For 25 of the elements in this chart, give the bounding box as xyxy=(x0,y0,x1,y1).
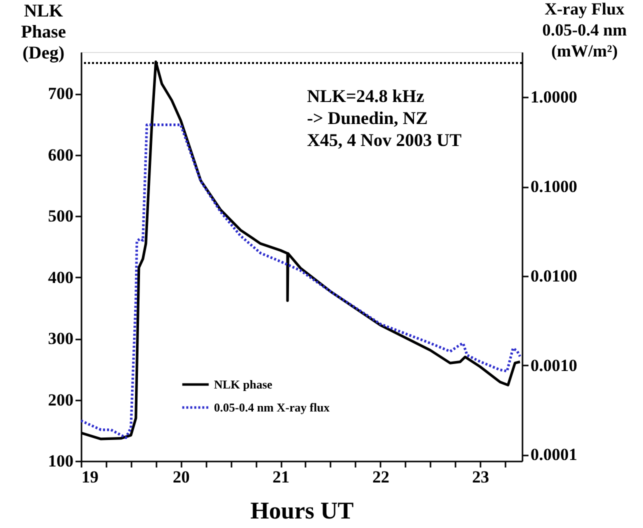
legend-label: 0.05-0.4 nm X-ray flux xyxy=(214,400,330,414)
y2-tick-label: 0.0001 xyxy=(530,445,578,464)
x-tick-label: 22 xyxy=(372,468,390,486)
y-tick-label: 200 xyxy=(48,390,74,410)
x-axis-title: Hours UT xyxy=(250,498,354,524)
y-axis-title: NLK Phase (Deg) xyxy=(21,0,66,62)
y-tick-label: 400 xyxy=(48,268,74,287)
annotation: NLK=24.8 kHz xyxy=(307,86,424,106)
y-tick-label: 300 xyxy=(48,329,74,348)
x-tick-label: 23 xyxy=(472,468,490,486)
x-tick-label: 19 xyxy=(82,468,98,486)
annotation: -> Dunedin, NZ xyxy=(307,108,428,128)
x-tick-label: 21 xyxy=(272,468,290,486)
y2-axis-title: X-ray Flux 0.05-0.4 nm (mW/m²) xyxy=(542,0,627,60)
y2-tick-label: 1.0000 xyxy=(530,88,578,107)
y-tick-label: 100 xyxy=(48,452,74,470)
y2-tick-label: 0.1000 xyxy=(530,177,578,196)
legend-label: NLK phase xyxy=(214,378,274,392)
y-tick-label: 500 xyxy=(48,206,74,226)
y2-tick-label: 0.0010 xyxy=(530,356,578,375)
x-tick-label: 20 xyxy=(172,468,190,486)
y-tick-label: 600 xyxy=(48,145,74,164)
y-tick-label: 700 xyxy=(48,84,74,104)
annotation: X45, 4 Nov 2003 UT xyxy=(307,130,462,150)
y2-tick-label: 0.0100 xyxy=(530,266,578,286)
